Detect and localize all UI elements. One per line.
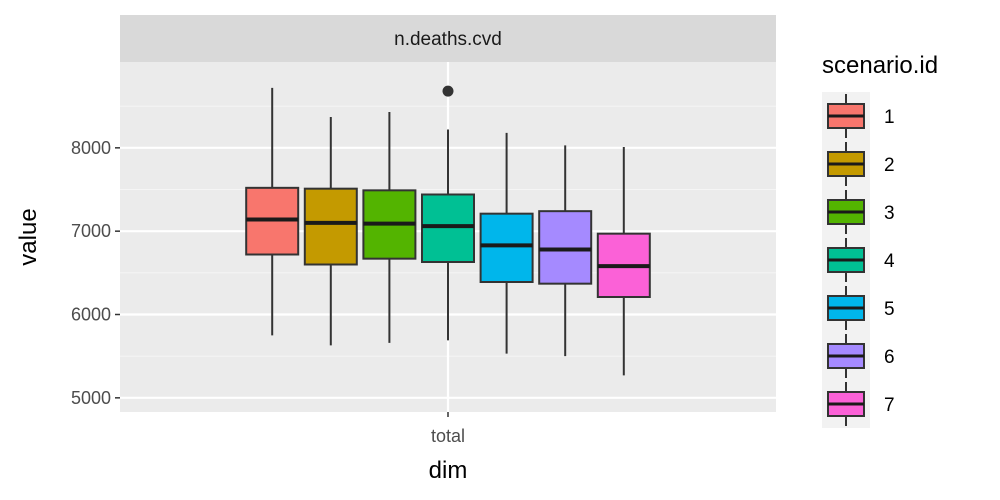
- legend-item-4: 4: [827, 238, 895, 282]
- box-series-5: [479, 132, 534, 354]
- box-series-6: [538, 145, 593, 357]
- legend-label: 5: [884, 299, 895, 320]
- x-tick-label: total: [431, 426, 465, 446]
- legend-label: 6: [884, 347, 895, 368]
- box: [479, 212, 534, 284]
- boxplot-series-group: [245, 85, 651, 376]
- box-series-2: [303, 117, 358, 346]
- legend-item-5: 5: [827, 286, 895, 330]
- legend-title: scenario.id: [822, 52, 938, 79]
- legend-item-1: 1: [827, 94, 895, 138]
- y-tick-label: 5000: [71, 388, 111, 408]
- legend-item-6: 6: [827, 334, 895, 378]
- box-series-4: [421, 85, 475, 341]
- facet-strip-label: n.deaths.cvd: [394, 29, 502, 50]
- box-series-1: [245, 87, 300, 336]
- y-tick-label: 8000: [71, 138, 111, 158]
- legend-item-7: 7: [827, 382, 895, 426]
- box-series-7: [596, 147, 651, 376]
- y-axis: 5000 6000 7000 8000: [71, 138, 120, 408]
- legend-label: 1: [884, 107, 895, 128]
- x-axis-title: dim: [429, 457, 468, 484]
- x-axis: total: [431, 412, 465, 446]
- legend-item-3: 3: [827, 190, 895, 234]
- legend-item-2: 2: [827, 142, 895, 186]
- box: [421, 193, 475, 263]
- legend-items: 1 2 3 4 5 6 7: [827, 94, 895, 426]
- box: [538, 210, 593, 285]
- y-tick-label: 6000: [71, 305, 111, 325]
- outlier-point: [442, 85, 454, 97]
- y-tick-label: 7000: [71, 221, 111, 241]
- legend-label: 7: [884, 395, 895, 416]
- legend-label: 2: [884, 155, 895, 176]
- box-series-3: [362, 112, 417, 343]
- box: [303, 187, 358, 266]
- legend: scenario.id 1 2 3 4 5 6 7: [822, 52, 938, 428]
- legend-label: 3: [884, 203, 895, 224]
- y-axis-title: value: [15, 208, 42, 265]
- facet-strip: [120, 15, 776, 62]
- legend-label: 4: [884, 251, 895, 272]
